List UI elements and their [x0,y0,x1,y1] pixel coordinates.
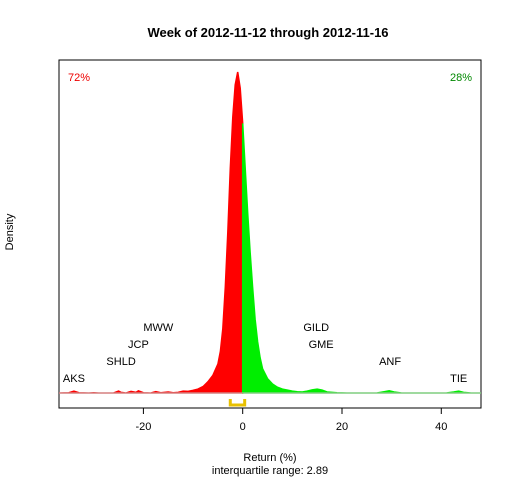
ticker-label: MWW [143,322,174,334]
ticker-label: GILD [303,322,329,334]
negative-density-area [58,71,244,394]
x-tick-label: 40 [435,421,447,433]
iqr-subtitle: interquartile range: 2.89 [212,465,328,477]
iqr-layer [228,399,247,407]
ticker-label: AKS [63,373,85,385]
x-axis: -20 0 20 40 [135,407,447,433]
y-axis-label: Density [4,213,16,250]
x-axis-label: Return (%) [243,452,296,464]
density-layer [58,71,481,394]
iqr-bracket [228,399,247,407]
ticker-label: SHLD [106,356,135,368]
ticker-label: ANF [379,356,401,368]
positive-density-area [241,123,481,394]
x-tick-label: 0 [240,421,246,433]
annotation-layer: AKS SHLD JCP MWW GILD GME ANF TIE [63,322,467,385]
x-tick-label: 20 [336,421,348,433]
chart-title: Week of 2012-11-12 through 2012-11-16 [147,25,388,40]
x-tick-label: -20 [135,421,151,433]
positive-share-label: 28% [450,72,472,84]
ticker-label: GME [309,339,334,351]
ticker-label: TIE [450,373,467,385]
ticker-label: JCP [128,339,149,351]
negative-share-label: 72% [68,72,90,84]
